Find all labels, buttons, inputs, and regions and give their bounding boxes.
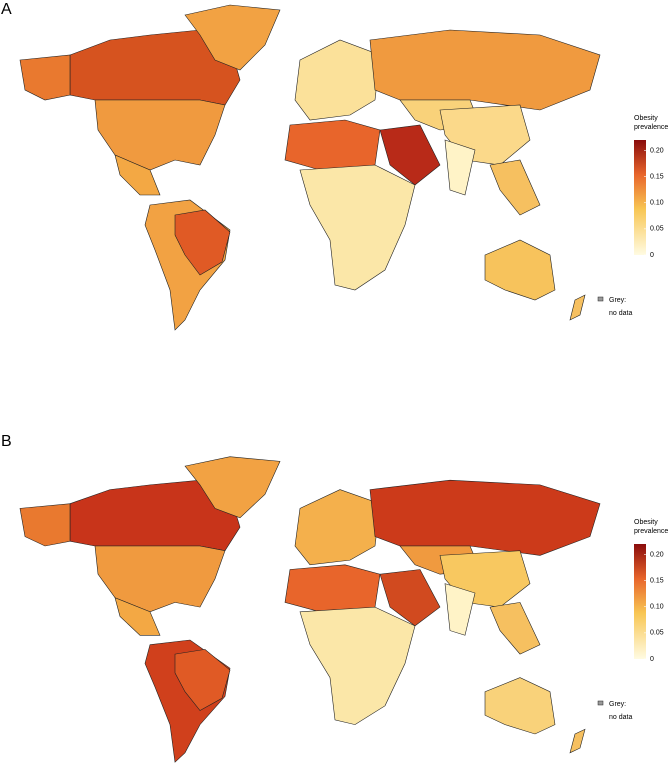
country xyxy=(184,456,281,519)
legend-title: prevalence xyxy=(634,528,668,535)
legend-title: Obesity xyxy=(634,115,658,122)
legend-note: no data xyxy=(609,714,632,721)
country xyxy=(299,606,416,725)
legend-note: no data xyxy=(609,310,632,317)
legend-tick-label: 0.10 xyxy=(650,604,664,611)
legend-tick-label: 0.15 xyxy=(650,173,664,180)
legend-tick-label: 0 xyxy=(650,656,654,663)
map xyxy=(19,456,601,763)
legend-title: Obesity xyxy=(634,519,658,526)
color-bar xyxy=(634,140,646,255)
country xyxy=(94,545,226,613)
country xyxy=(174,649,231,711)
country xyxy=(69,29,241,106)
legend-title: prevalence xyxy=(634,124,668,131)
country xyxy=(284,564,381,613)
map xyxy=(19,4,601,331)
country xyxy=(94,99,226,171)
panel-label: A xyxy=(1,1,12,18)
country xyxy=(379,569,441,627)
country xyxy=(484,239,556,301)
legend-tick-label: 0.05 xyxy=(650,630,664,637)
country xyxy=(369,29,601,111)
color-bar xyxy=(634,544,646,659)
legend-tick-label: 0.20 xyxy=(650,147,664,154)
country xyxy=(294,489,381,566)
country xyxy=(489,159,541,216)
country xyxy=(69,479,241,552)
legend-tick-label: 0 xyxy=(650,252,654,259)
country xyxy=(489,602,541,655)
country xyxy=(379,124,441,186)
country xyxy=(444,583,476,636)
country xyxy=(19,503,71,547)
country xyxy=(114,154,161,196)
country xyxy=(369,479,601,556)
country xyxy=(174,209,231,276)
legend-tick-label: 0.10 xyxy=(650,200,664,207)
country xyxy=(569,728,586,754)
panel: B Obesity prevalence 0.20 0.15 0.10 0.05 0 Grey:… xyxy=(1,433,668,763)
panel-label: B xyxy=(1,433,12,450)
legend-tick-label: 0.05 xyxy=(650,226,664,233)
legend-tick-label: 0.20 xyxy=(650,551,664,558)
panel: A Obesity prevalence 0.20 0.15 0.10 0.05 0 Grey:… xyxy=(1,1,668,331)
legend-note: Grey: xyxy=(609,297,626,304)
country xyxy=(484,677,556,735)
legend-tick-label: 0.15 xyxy=(650,577,664,584)
no-data-swatch xyxy=(597,700,604,706)
country xyxy=(19,54,71,101)
country xyxy=(184,4,281,71)
country xyxy=(444,139,476,196)
country xyxy=(294,39,381,121)
legend-note: Grey: xyxy=(609,701,626,708)
no-data-swatch xyxy=(597,296,604,302)
country xyxy=(284,119,381,171)
country xyxy=(299,164,416,291)
country xyxy=(114,597,161,636)
country xyxy=(569,294,586,321)
